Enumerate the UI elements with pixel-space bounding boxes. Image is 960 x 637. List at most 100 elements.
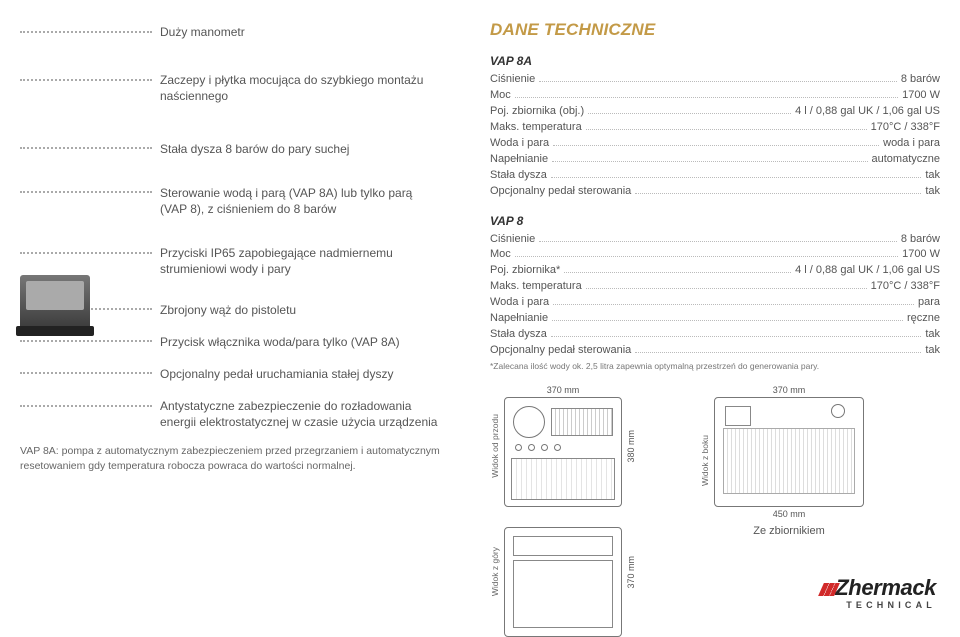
dim-front-width: 370 mm [547,385,580,395]
spec-value: tak [925,327,940,343]
spec-value: 170°C / 338°F [871,120,940,136]
spec-model-title: VAP 8 [490,214,940,228]
spec-block: VAP 8Ciśnienie8 barówMoc1700 WPoj. zbior… [490,214,940,372]
feature-item: Duży manometr [20,24,440,40]
spec-row: Opcjonalny pedał sterowaniatak [490,343,940,359]
brand-block: Zhermack TECHNICAL [821,575,936,610]
side-view-label: Widok z boku [700,435,710,486]
product-image [20,275,90,330]
leader-dots [564,272,791,273]
spec-label: Napełnianie [490,152,548,168]
spec-row: Maks. temperatura 170°C / 338°F [490,279,940,295]
leader-dots [20,252,152,254]
spec-value: para [918,295,940,311]
leader-dots [635,193,921,194]
feature-item: Sterowanie wodą i parą (VAP 8A) lub tylk… [20,185,440,217]
top-view-drawing [504,527,622,637]
tech-title: DANE TECHNICZNE [490,20,940,40]
spec-label: Moc [490,247,511,263]
spec-model-title: VAP 8A [490,54,940,68]
spec-label: Opcjonalny pedał sterowania [490,184,631,200]
spec-value: woda i para [883,136,940,152]
feature-text: Przycisk włącznika woda/para tylko (VAP … [160,335,400,349]
front-view-label: Widok od przodu [490,414,500,478]
leader-dots [588,113,791,114]
spec-label: Ciśnienie [490,232,535,248]
side-view-drawing [714,397,864,507]
spec-value: 8 barów [901,72,940,88]
spec-label: Opcjonalny pedał sterowania [490,343,631,359]
spec-label: Stała dysza [490,168,547,184]
spec-block: VAP 8ACiśnienie8 barówMoc1700 WPoj. zbio… [490,54,940,200]
feature-text: Przyciski IP65 zapobiegające nadmiernemu… [160,246,393,276]
spec-label: Poj. zbiornika* [490,263,560,279]
leader-dots [635,352,921,353]
spec-footnote: *Zalecana ilość wody ok. 2,5 litra zapew… [490,361,940,371]
spec-row: Moc 1700 W [490,247,940,263]
spec-label: Woda i para [490,295,549,311]
leader-dots [552,320,903,321]
spec-row: Stała dysza tak [490,327,940,343]
leader-dots [551,336,921,337]
feature-item: Zaczepy i płytka mocująca do szybkiego m… [20,72,440,104]
feature-text: Stała dysza 8 barów do pary suchej [160,142,349,156]
leader-dots [20,31,152,33]
feature-text: Zaczepy i płytka mocująca do szybkiego m… [160,73,423,103]
leader-dots [552,161,867,162]
dim-front-height: 380 mm [626,430,636,463]
dim-side-bottom: 450 mm [773,509,806,519]
leader-dots [553,145,879,146]
spec-label: Moc [490,88,511,104]
spec-value: 1700 W [902,88,940,104]
side-caption: Ze zbiornikiem [753,525,825,537]
spec-value: 170°C / 338°F [871,279,940,295]
spec-value: tak [925,184,940,200]
spec-row: Poj. zbiornika (obj.) 4 l / 0,88 gal UK /… [490,104,940,120]
feature-text: Opcjonalny pedał uruchamiania stałej dys… [160,367,393,381]
spec-value: 8 barów [901,232,940,248]
feature-text: Antystatyczne zabezpieczenie do rozładow… [160,399,437,429]
spec-value: ręczne [907,311,940,327]
leader-dots [20,340,152,342]
front-view-drawing [504,397,622,507]
feature-text: Sterowanie wodą i parą (VAP 8A) lub tylk… [160,186,412,216]
left-footnote: VAP 8A: pompa z automatycznym zabezpiecz… [20,444,460,472]
leader-dots [515,97,898,98]
spec-label: Woda i para [490,136,549,152]
spec-label: Maks. temperatura [490,279,582,295]
leader-dots [20,147,152,149]
leader-dots [20,191,152,193]
spec-label: Ciśnienie [490,72,535,88]
feature-item: Stała dysza 8 barów do pary suchej [20,141,440,157]
dim-top-height: 370 mm [626,556,636,589]
spec-label: Stała dysza [490,327,547,343]
feature-item: Przyciski IP65 zapobiegające nadmiernemu… [20,245,440,277]
leader-dots [20,372,152,374]
spec-value: 1700 W [902,247,940,263]
feature-text: Zbrojony wąż do pistoletu [160,303,296,317]
feature-item: Przycisk włącznika woda/para tylko (VAP … [20,334,440,350]
spec-row: Maks. temperatura170°C / 338°F [490,120,940,136]
spec-row: Napełnianie ręczne [490,311,940,327]
leader-dots [539,241,897,242]
spec-value: 4 l / 0,88 gal UK / 1,06 gal US [795,263,940,279]
brand-logo: Zhermack [821,575,936,601]
spec-row: Ciśnienie 8 barów [490,72,940,88]
leader-dots [20,405,152,407]
leader-dots [551,177,921,178]
spec-label: Poj. zbiornika (obj.) [490,104,584,120]
spec-row: Woda i para para [490,295,940,311]
leader-dots [20,79,152,81]
spec-value: tak [925,168,940,184]
feature-item: Opcjonalny pedał uruchamiania stałej dys… [20,366,440,382]
spec-label: Napełnianie [490,311,548,327]
leader-dots [539,81,897,82]
brand-subtitle: TECHNICAL [821,600,936,610]
leader-dots [586,129,867,130]
leader-dots [553,304,914,305]
spec-row: Moc 1700 W [490,88,940,104]
spec-row: Woda i para woda i para [490,136,940,152]
feature-list: Duży manometr Zaczepy i płytka mocująca d… [20,24,440,430]
spec-value: 4 l / 0,88 gal UK / 1,06 gal US [795,104,940,120]
spec-row: Poj. zbiornika* 4 l / 0,88 gal UK / 1,06 … [490,263,940,279]
